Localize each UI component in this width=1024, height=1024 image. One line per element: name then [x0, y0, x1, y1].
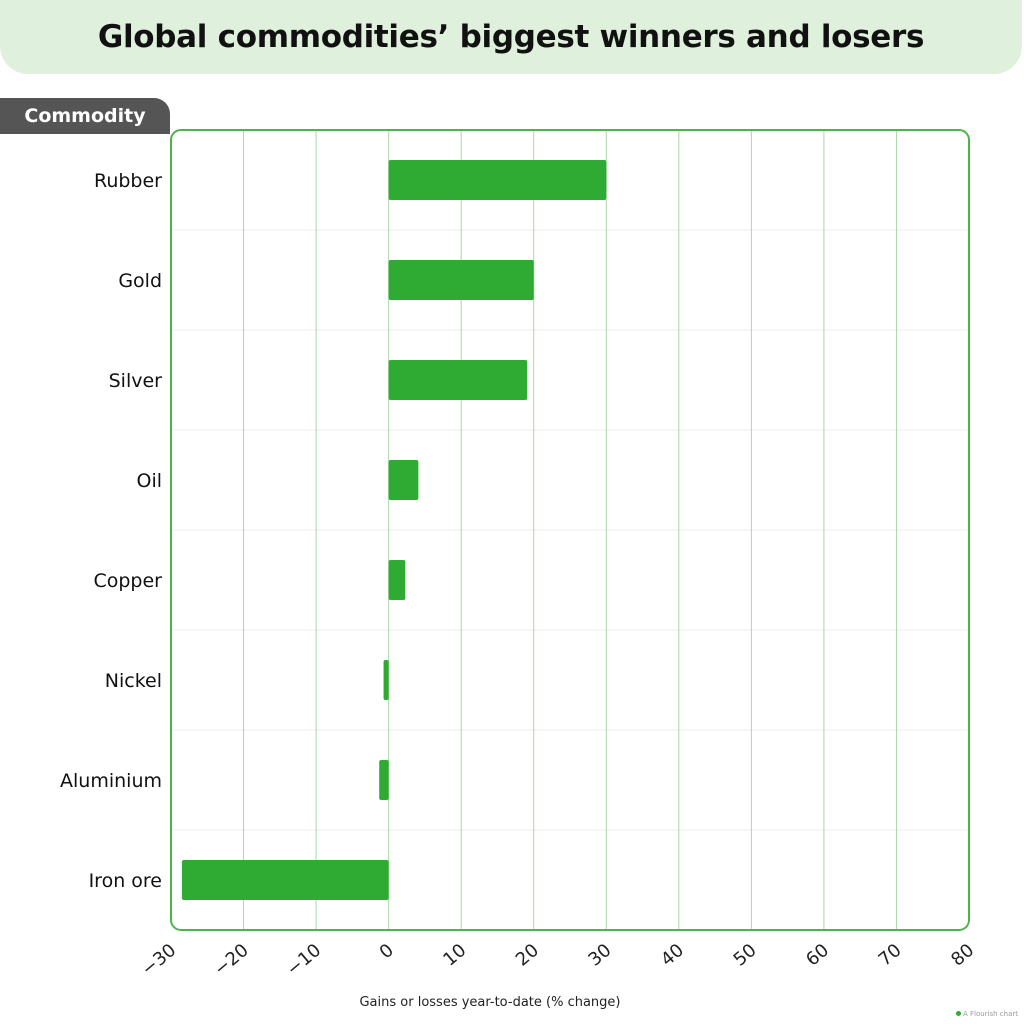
x-tick-label: 40 [657, 940, 688, 971]
bar-iron-ore [181, 860, 389, 900]
x-tick-label: 0 [376, 940, 398, 963]
bar-gold [388, 260, 534, 300]
x-tick-label: −10 [283, 940, 326, 981]
x-tick-label: 10 [439, 940, 470, 971]
x-tick-label: 20 [512, 940, 543, 971]
category-header: Commodity [0, 98, 170, 134]
category-label: Silver [109, 370, 163, 392]
x-tick-label: −30 [138, 940, 181, 981]
x-tick-label: 70 [875, 940, 906, 971]
x-tick-label: −20 [210, 940, 253, 981]
category-label: Iron ore [89, 870, 162, 892]
category-label: Aluminium [60, 770, 162, 792]
category-label: Oil [136, 470, 162, 492]
category-label: Rubber [94, 170, 162, 192]
bar-silver [388, 360, 528, 400]
x-axis-label: Gains or losses year-to-date (% change) [359, 995, 620, 1010]
flourish-credit[interactable]: A Flourish chart [956, 1010, 1018, 1018]
category-label: Copper [93, 570, 162, 592]
x-tick-label: 30 [584, 940, 615, 971]
x-tick-label: 80 [947, 940, 978, 971]
x-tick-label: 60 [802, 940, 833, 971]
bar-aluminium [379, 760, 389, 800]
category-label: Nickel [105, 670, 162, 692]
bar-nickel [383, 660, 389, 700]
bar-rubber [388, 160, 607, 200]
bar-oil [388, 460, 419, 500]
title-bar: Global commodities’ biggest winners and … [0, 0, 1022, 74]
chart-title: Global commodities’ biggest winners and … [97, 19, 925, 55]
category-label: Gold [118, 270, 162, 292]
x-tick-label: 50 [730, 940, 761, 971]
plot-frame [170, 129, 970, 931]
bar-copper [388, 560, 406, 600]
